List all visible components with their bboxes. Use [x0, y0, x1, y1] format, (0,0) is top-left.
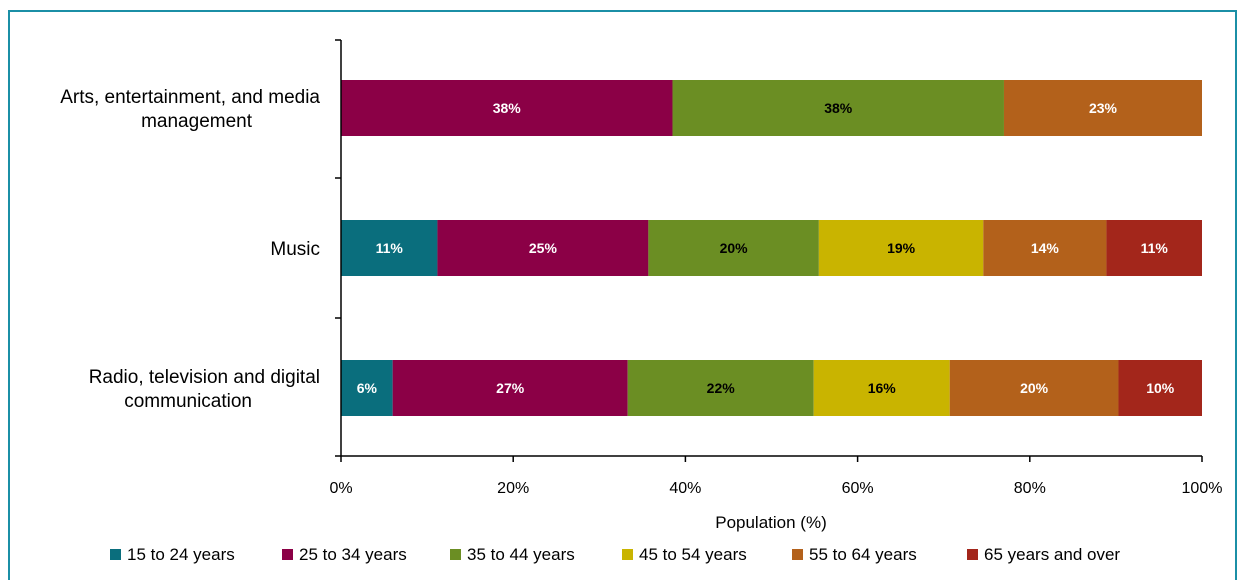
- bar-segment: [437, 220, 649, 276]
- data-label: 38%: [493, 100, 522, 116]
- bar-segment: [341, 80, 673, 136]
- legend-swatch: [792, 549, 803, 560]
- data-label: 11%: [1141, 240, 1169, 256]
- data-label: 23%: [1089, 100, 1118, 116]
- legend-label: 15 to 24 years: [127, 545, 235, 564]
- x-tick-label: 40%: [669, 480, 701, 497]
- bar-segment: [341, 360, 393, 416]
- x-tick-label: 20%: [497, 480, 529, 497]
- legend: 15 to 24 years 25 to 34 years 35 to 44 yea…: [110, 545, 1120, 564]
- legend-swatch: [450, 549, 461, 560]
- x-tick-label: 80%: [1014, 480, 1046, 497]
- legend-swatch: [622, 549, 633, 560]
- category-label: management: [141, 111, 253, 132]
- legend-label: 25 to 34 years: [299, 545, 407, 564]
- data-label: 11%: [376, 240, 404, 256]
- data-label: 25%: [529, 240, 558, 256]
- labels-layer: 38% 38% 23% Arts, entertainment, and media m…: [60, 87, 1175, 412]
- bar-segment: [1118, 360, 1202, 416]
- x-tick-label: 60%: [842, 480, 874, 497]
- x-axis-title: Population (%): [715, 513, 827, 532]
- legend-label: 65 years and over: [984, 545, 1120, 564]
- legend-swatch: [967, 549, 978, 560]
- x-tick-label: 0%: [329, 480, 352, 497]
- category-label: communication: [124, 391, 252, 412]
- category-label: Music: [270, 239, 320, 260]
- data-label: 6%: [357, 380, 378, 396]
- category-label: Radio, television and digital: [89, 367, 320, 388]
- bar-segment: [672, 80, 1004, 136]
- data-label: 16%: [868, 380, 897, 396]
- chart-frame: [8, 10, 1237, 580]
- axes-layer: 0% 20% 40% 60% 80% 100%: [329, 39, 1223, 497]
- x-tick-label: 100%: [1182, 480, 1223, 497]
- bars-layer: [341, 80, 1202, 416]
- data-label: 27%: [496, 380, 525, 396]
- data-label: 20%: [720, 240, 749, 256]
- bar-segment: [983, 220, 1107, 276]
- bar-segment: [818, 220, 984, 276]
- legend-label: 45 to 54 years: [639, 545, 747, 564]
- bar-segment: [648, 220, 819, 276]
- data-label: 10%: [1146, 380, 1175, 396]
- bar-segment: [813, 360, 950, 416]
- legend-swatch: [282, 549, 293, 560]
- legend-label: 35 to 44 years: [467, 545, 575, 564]
- legend-label: 55 to 64 years: [809, 545, 917, 564]
- bar-segment: [392, 360, 628, 416]
- category-label: Arts, entertainment, and media: [60, 87, 320, 108]
- bar-segment: [627, 360, 814, 416]
- bar-segment: [1106, 220, 1202, 276]
- data-label: 22%: [707, 380, 736, 396]
- data-label: 38%: [824, 100, 853, 116]
- data-label: 14%: [1031, 240, 1060, 256]
- bar-segment: [341, 220, 438, 276]
- legend-swatch: [110, 549, 121, 560]
- bar-segment: [949, 360, 1119, 416]
- data-label: 19%: [887, 240, 916, 256]
- bar-segment: [1003, 80, 1202, 136]
- data-label: 20%: [1020, 380, 1049, 396]
